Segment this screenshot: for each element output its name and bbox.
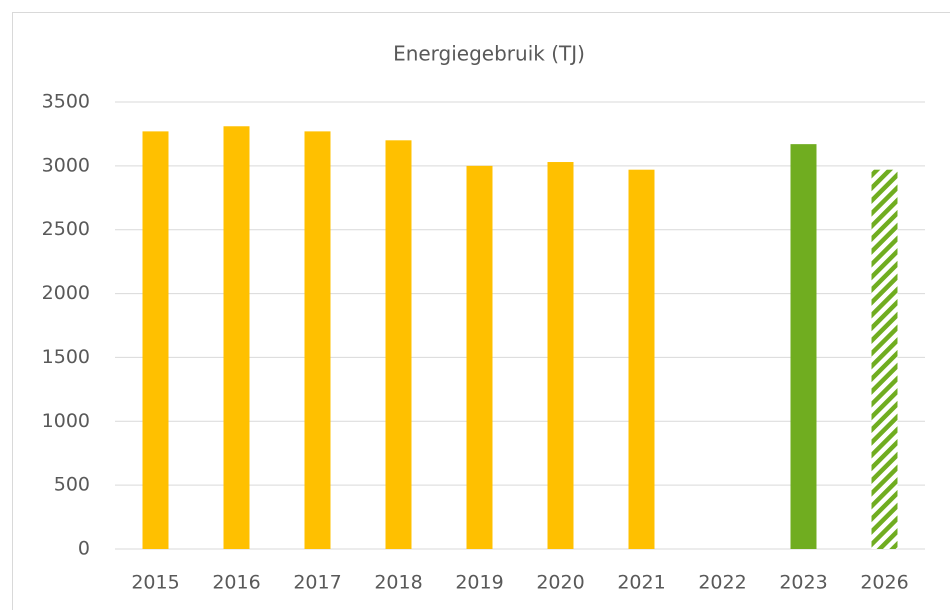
bar [871, 169, 898, 549]
bar [466, 165, 493, 549]
y-tick-label: 1000 [42, 410, 90, 432]
x-tick-label: 2026 [860, 572, 908, 594]
bar [547, 162, 574, 550]
x-tick-label: 2017 [293, 572, 341, 594]
y-tick-label: 3000 [42, 154, 90, 176]
bar [304, 131, 331, 550]
y-tick-label: 0 [78, 538, 90, 560]
x-tick-label: 2019 [455, 572, 503, 594]
y-tick-label: 2500 [42, 218, 90, 240]
bar [790, 144, 817, 549]
y-tick-label: 3500 [42, 91, 90, 113]
x-tick-label: 2021 [617, 572, 665, 594]
bar [385, 140, 412, 550]
bar [223, 126, 250, 549]
x-tick-label: 2016 [212, 572, 260, 594]
chart-title: Energiegebruik (TJ) [393, 42, 585, 66]
x-tick-label: 2018 [374, 572, 422, 594]
bar [628, 169, 655, 549]
y-tick-label: 2000 [42, 282, 90, 304]
y-tick-label: 1500 [42, 346, 90, 368]
x-tick-label: 2023 [779, 572, 827, 594]
x-tick-label: 2022 [698, 572, 746, 594]
x-tick-label: 2020 [536, 572, 584, 594]
bar [142, 131, 169, 550]
y-tick-label: 500 [54, 474, 90, 496]
x-tick-label: 2015 [131, 572, 179, 594]
